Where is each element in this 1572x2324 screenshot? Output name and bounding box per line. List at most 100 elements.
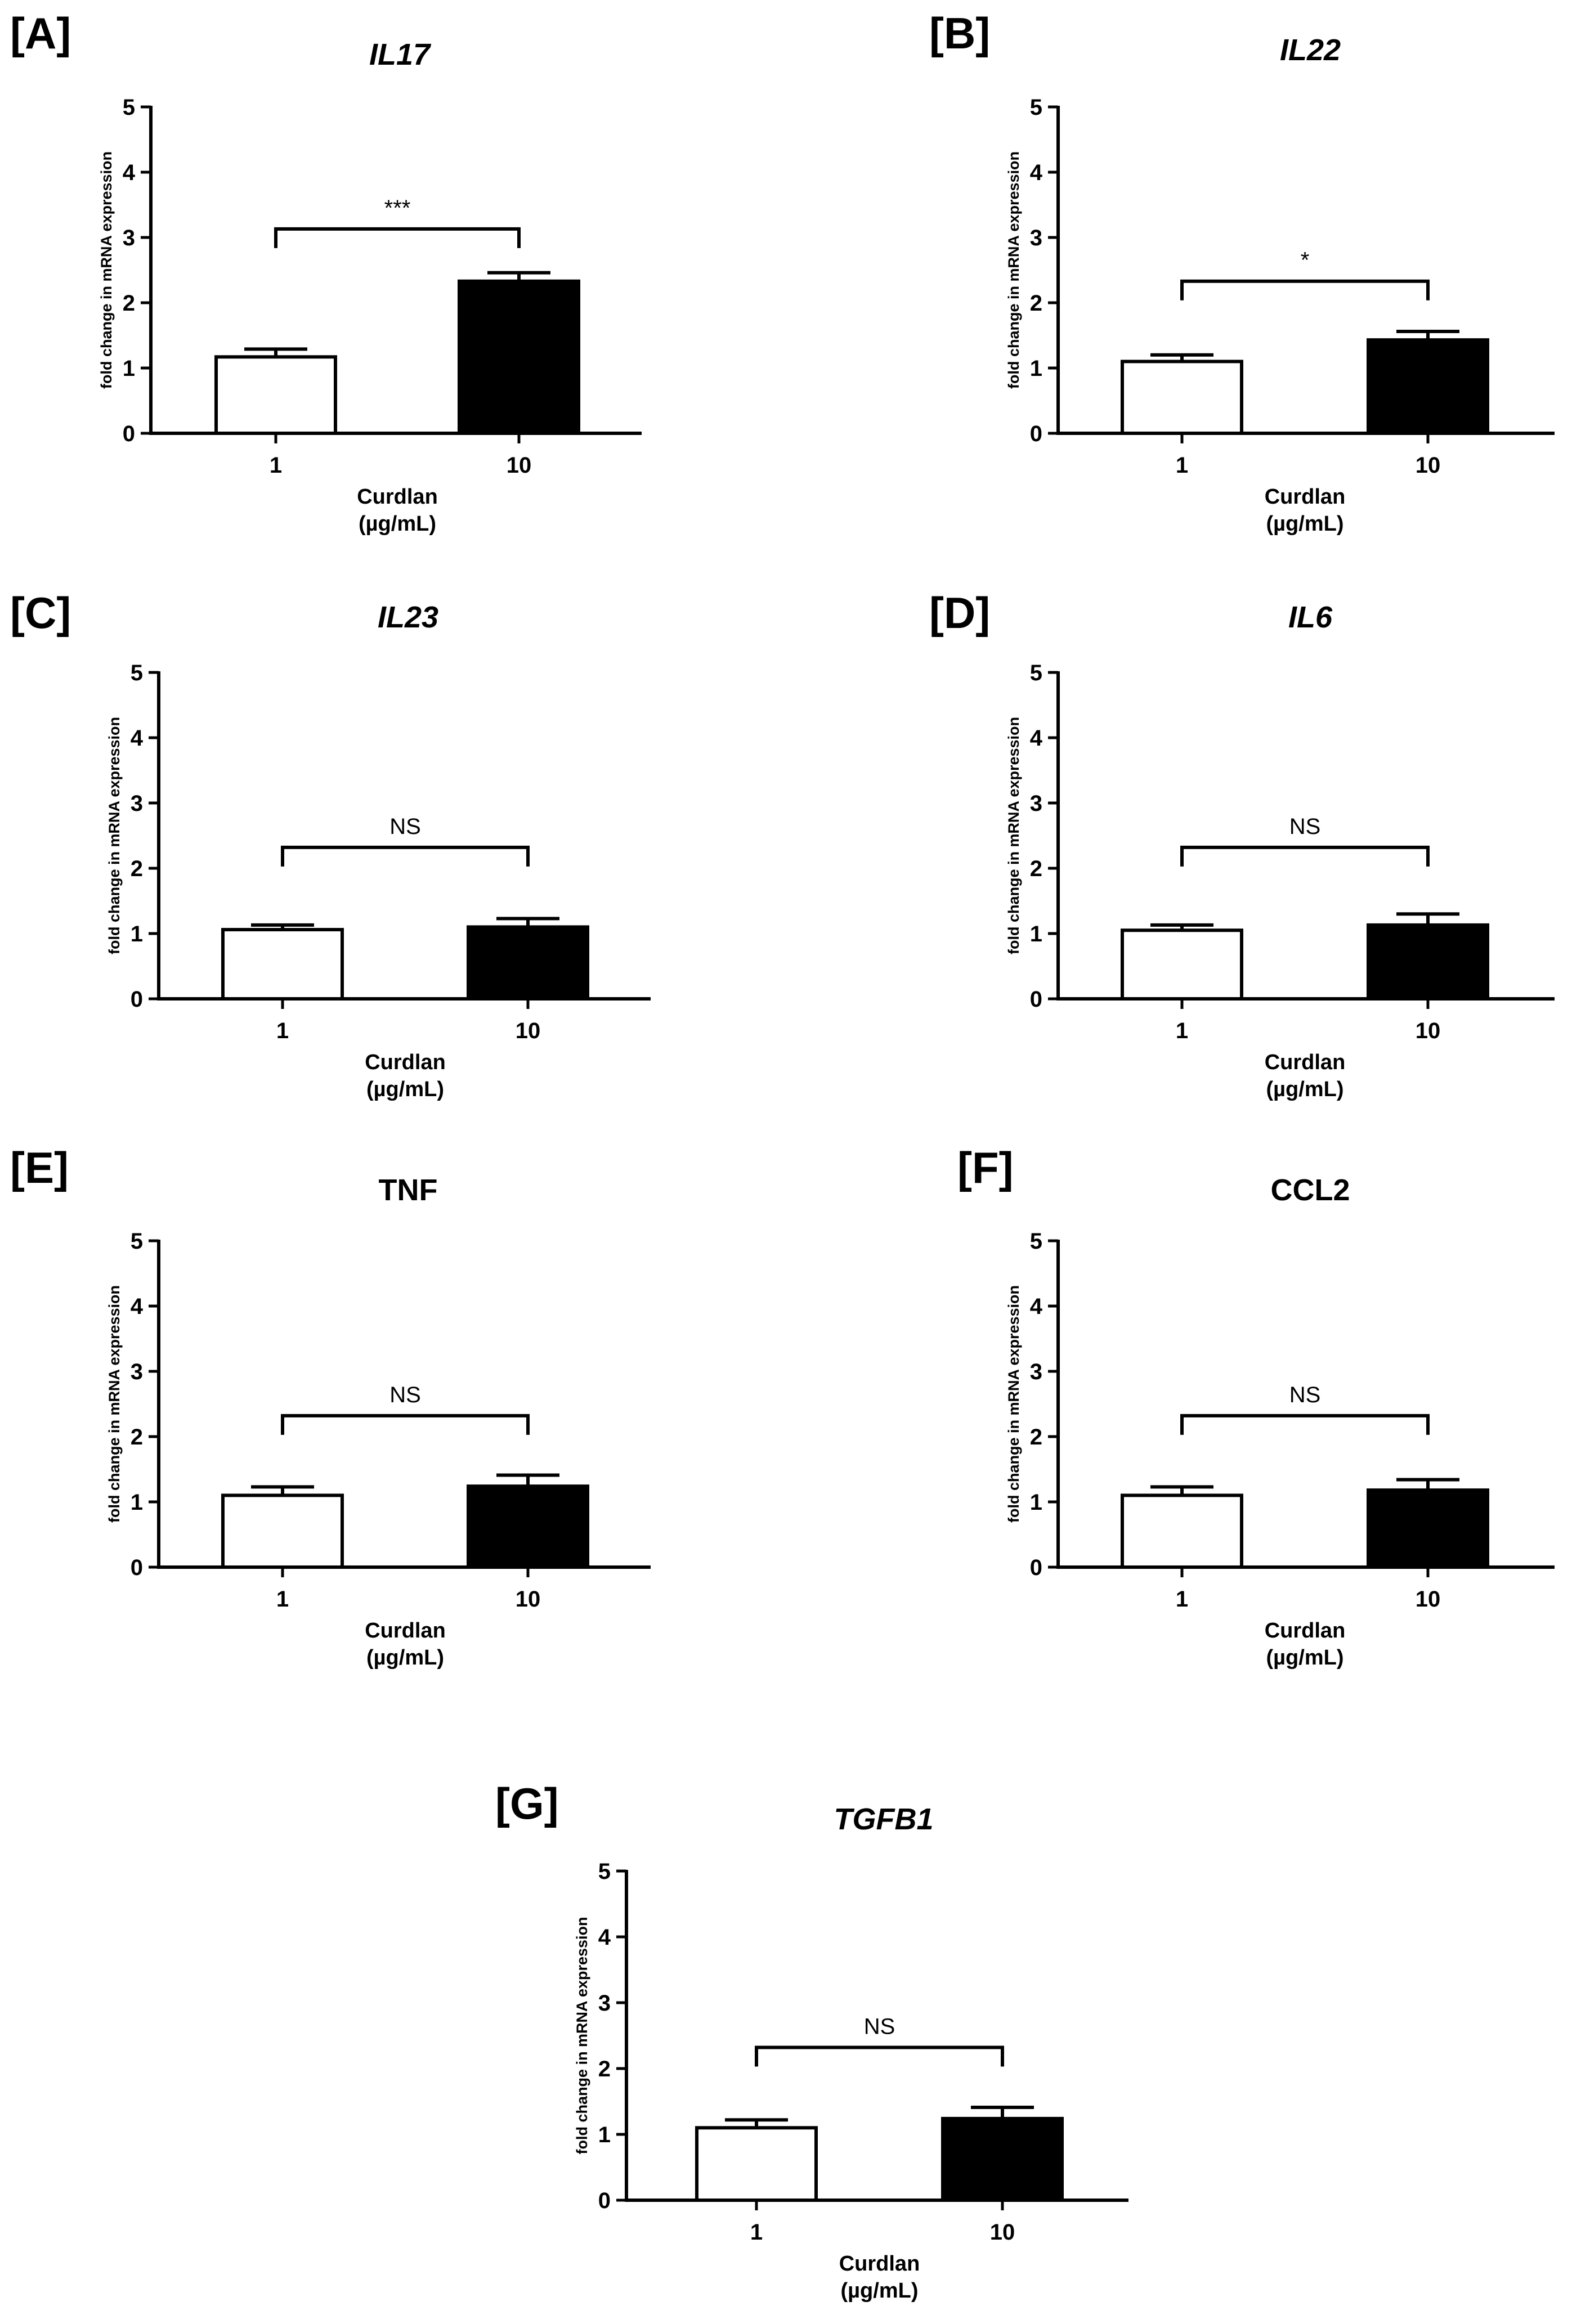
chart-panel-e: [E] TNF 0 1 2 3 4 5 fold change in mRNA expres… xyxy=(0,1142,675,1705)
panel-label: [D] xyxy=(929,588,991,638)
y-tick-label: 5 xyxy=(1030,95,1042,120)
y-tick-label: 3 xyxy=(123,226,135,250)
y-tick-label: 1 xyxy=(123,356,135,381)
x-axis-label: (µg/mL) xyxy=(359,512,436,536)
y-tick-label: 2 xyxy=(123,291,135,316)
x-tick-label: 10 xyxy=(516,1587,541,1612)
y-tick-label: 5 xyxy=(131,1229,143,1254)
x-tick-label: 1 xyxy=(1176,1587,1188,1612)
significance-bracket xyxy=(281,845,530,867)
y-tick-label: 5 xyxy=(1030,1229,1042,1254)
bar-chart: 0 1 2 3 4 5 fold change in mRNA expression 1 10 C… xyxy=(98,95,642,536)
significance-label: NS xyxy=(389,814,421,839)
y-axis-label: fold change in mRNA expression xyxy=(1005,717,1022,954)
y-axis-label: fold change in mRNA expression xyxy=(106,1285,123,1523)
y-tick-label: 3 xyxy=(1030,226,1042,250)
bar-10 xyxy=(941,2116,1064,2202)
x-axis-label: Curdlan xyxy=(1265,485,1346,509)
y-axis-label: fold change in mRNA expression xyxy=(106,717,123,954)
chart-title: TGFB1 xyxy=(834,1802,934,1836)
chart-panel-a: [A] IL17 0 1 2 3 4 5 fold change in mRNA expre… xyxy=(0,0,675,563)
significance-bracket xyxy=(281,1414,530,1435)
x-tick-label: 1 xyxy=(276,1587,289,1612)
y-tick-label: 2 xyxy=(1030,291,1042,316)
x-tick-label: 10 xyxy=(516,1019,541,1043)
panel-label: [E] xyxy=(10,1143,69,1192)
y-tick-label: 1 xyxy=(1030,356,1042,381)
significance-bracket xyxy=(274,227,521,248)
chart-panel-g: [G] TGFB1 0 1 2 3 4 5 fold change in mRNA expr… xyxy=(467,1761,1143,2324)
y-axis-label: fold change in mRNA expression xyxy=(1005,1285,1022,1523)
bar-1 xyxy=(221,928,344,1001)
x-axis-label: Curdlan xyxy=(365,1051,446,1074)
y-tick-label: 5 xyxy=(598,1859,611,1884)
bar-10 xyxy=(1367,923,1489,1001)
x-axis-label: (µg/mL) xyxy=(1266,512,1344,536)
significance-label: NS xyxy=(864,2015,895,2039)
bar-1 xyxy=(695,2126,818,2202)
bar-1 xyxy=(214,355,337,436)
x-tick-label: 10 xyxy=(1416,453,1441,478)
y-tick-label: 4 xyxy=(1030,726,1043,751)
significance-label: NS xyxy=(1289,1383,1321,1407)
x-axis-label: (µg/mL) xyxy=(366,1078,444,1101)
y-tick-label: 0 xyxy=(598,2188,611,2213)
y-tick-label: 5 xyxy=(131,661,143,685)
significance-bracket xyxy=(1180,845,1430,867)
y-tick-label: 2 xyxy=(1030,856,1042,881)
panel-label: [F] xyxy=(957,1143,1014,1192)
y-tick-label: 3 xyxy=(131,1360,143,1384)
chart-panel-b: [B] IL22 0 1 2 3 4 5 fold change in mRNA expre… xyxy=(906,0,1572,563)
x-tick-label: 1 xyxy=(270,453,282,478)
y-tick-label: 5 xyxy=(1030,661,1042,685)
y-tick-label: 2 xyxy=(131,1425,143,1450)
y-tick-label: 0 xyxy=(131,1555,143,1580)
bar-chart: 0 1 2 3 4 5 fold change in mRNA expression 1 10 C… xyxy=(106,1229,651,1670)
bar-10 xyxy=(467,925,589,1001)
y-tick-label: 0 xyxy=(1030,987,1042,1012)
x-axis-label: Curdlan xyxy=(1265,1619,1346,1643)
bar-1 xyxy=(1121,360,1243,436)
y-tick-label: 1 xyxy=(131,1490,143,1515)
chart-title: IL6 xyxy=(1288,600,1333,634)
x-tick-label: 10 xyxy=(990,2220,1015,2245)
y-tick-label: 1 xyxy=(1030,1490,1042,1515)
y-tick-label: 0 xyxy=(123,421,135,446)
bar-10 xyxy=(467,1484,589,1569)
x-axis-label: Curdlan xyxy=(1265,1051,1346,1074)
y-tick-label: 5 xyxy=(123,95,135,120)
bar-chart: 0 1 2 3 4 5 fold change in mRNA expression 1 10 C… xyxy=(1005,1229,1555,1670)
x-tick-label: 10 xyxy=(1416,1019,1441,1043)
chart-title: TNF xyxy=(378,1173,438,1207)
significance-bracket xyxy=(1180,279,1430,300)
x-axis-label: Curdlan xyxy=(357,485,438,509)
x-axis-label: (µg/mL) xyxy=(1266,1646,1344,1670)
bar-1 xyxy=(1121,1493,1243,1569)
y-tick-label: 4 xyxy=(598,1925,611,1950)
bar-chart: 0 1 2 3 4 5 fold change in mRNA expression 1 10 C… xyxy=(574,1859,1128,2303)
bar-10 xyxy=(1367,1488,1489,1569)
y-tick-label: 1 xyxy=(131,922,143,946)
bar-chart: 0 1 2 3 4 5 fold change in mRNA expression 1 10 C… xyxy=(1005,661,1555,1101)
significance-label: NS xyxy=(389,1383,421,1407)
x-axis-label: (µg/mL) xyxy=(841,2279,919,2303)
x-tick-label: 10 xyxy=(1416,1587,1441,1612)
x-axis-label: (µg/mL) xyxy=(1266,1078,1344,1101)
chart-panel-f: [F] CCL2 0 1 2 3 4 5 fold change in mRNA expre… xyxy=(906,1142,1572,1705)
bar-chart: 0 1 2 3 4 5 fold change in mRNA expression 1 10 C… xyxy=(1005,95,1555,536)
y-tick-label: 3 xyxy=(1030,791,1042,816)
significance-label: * xyxy=(1301,248,1310,273)
x-tick-label: 1 xyxy=(1176,1019,1188,1043)
y-tick-label: 1 xyxy=(1030,922,1042,946)
chart-title: IL17 xyxy=(369,38,431,71)
chart-panel-d: [D] IL6 0 1 2 3 4 5 fold change in mRNA expres… xyxy=(906,568,1572,1131)
bar-1 xyxy=(1121,928,1243,1001)
bar-chart: 0 1 2 3 4 5 fold change in mRNA expression 1 10 C… xyxy=(106,661,651,1101)
significance-label: *** xyxy=(384,196,411,221)
y-tick-label: 3 xyxy=(131,791,143,816)
significance-bracket xyxy=(755,2045,1004,2067)
panel-label: [G] xyxy=(495,1779,559,1828)
y-tick-label: 4 xyxy=(131,726,144,751)
x-tick-label: 1 xyxy=(750,2220,763,2245)
x-axis-label: Curdlan xyxy=(365,1619,446,1643)
